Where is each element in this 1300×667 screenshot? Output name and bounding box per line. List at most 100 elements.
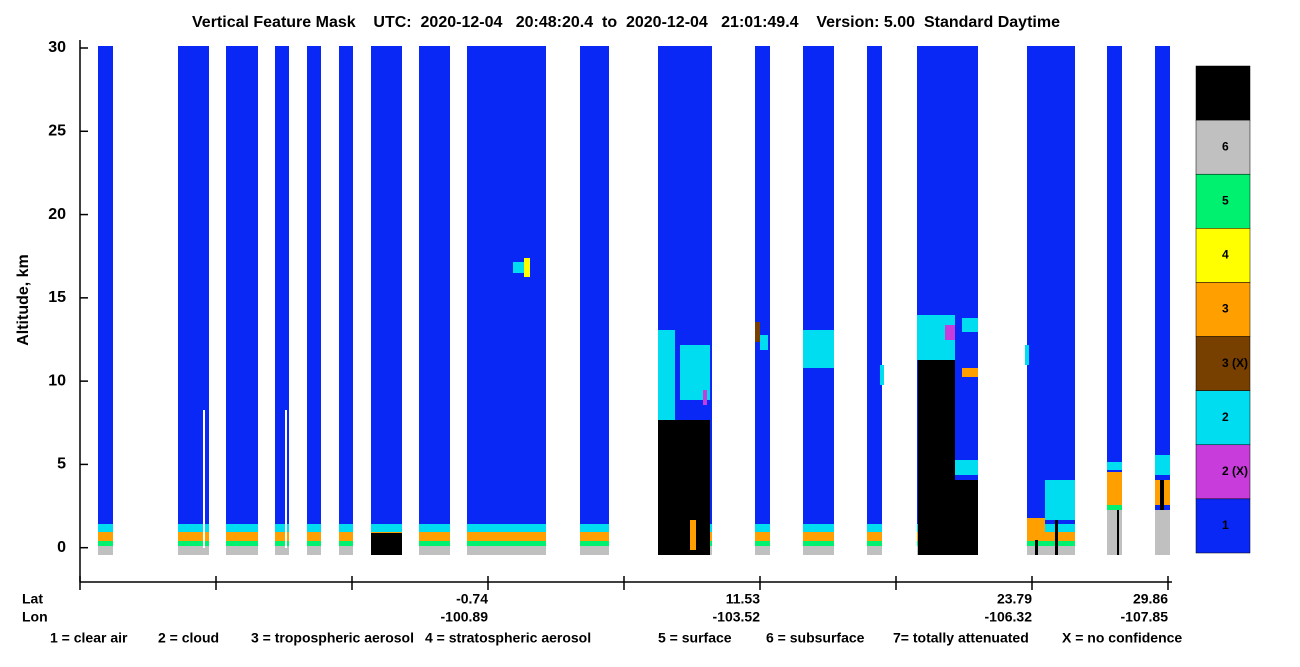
mask-cell	[98, 524, 113, 532]
y-tick-label: 5	[57, 456, 66, 473]
colorbar-label: 2	[1222, 410, 1229, 424]
mask-cell	[760, 335, 768, 350]
colorbar-swatch	[1195, 173, 1251, 229]
mask-cell	[226, 546, 258, 555]
mask-cell	[1160, 480, 1164, 510]
mask-cell	[307, 524, 321, 532]
mask-cell	[178, 524, 209, 532]
mask-cell	[467, 524, 546, 532]
mask-cell	[913, 46, 917, 555]
mask-cell	[580, 546, 609, 555]
feature-mask	[98, 46, 1170, 555]
mask-cell	[1027, 46, 1075, 548]
lat-row-label: Lat	[22, 591, 43, 607]
colorbar-label: 3	[1222, 302, 1229, 316]
mask-cell	[962, 318, 978, 332]
mask-cell	[178, 541, 209, 546]
mask-cell	[803, 541, 834, 546]
mask-cell	[867, 546, 882, 555]
legend-item: 2 = cloud	[158, 630, 219, 646]
mask-cell	[307, 532, 321, 541]
y-tick-label: 15	[48, 289, 66, 306]
mask-cell	[803, 330, 834, 368]
mask-cell	[918, 360, 955, 555]
mask-cell	[467, 541, 546, 546]
mask-cell	[307, 541, 321, 546]
lon-tick-label: -106.32	[985, 609, 1033, 625]
mask-cell	[226, 46, 258, 548]
mask-cell	[1155, 510, 1170, 555]
mask-cell	[98, 541, 113, 546]
mask-cell	[703, 390, 707, 405]
mask-cell	[1025, 345, 1029, 365]
mask-cell	[339, 546, 353, 555]
mask-cell	[339, 46, 353, 548]
mask-cell	[803, 532, 834, 541]
mask-cell	[755, 541, 770, 546]
mask-cell	[524, 258, 530, 277]
colorbar-swatch	[1195, 65, 1251, 121]
mask-cell	[580, 532, 609, 541]
legend-item: 1 = clear air	[50, 630, 128, 646]
colorbar-swatch	[1195, 444, 1251, 500]
mask-cell	[1027, 524, 1075, 532]
mask-cell	[226, 524, 258, 532]
mask-cell	[1117, 510, 1119, 555]
legend-item: 4 = stratospheric aerosol	[425, 630, 591, 646]
colorbar-label: 3 (X)	[1222, 356, 1248, 370]
mask-cell	[955, 480, 978, 555]
legend-item: 5 = surface	[658, 630, 732, 646]
mask-cell	[803, 524, 834, 532]
colorbar-label: 6	[1222, 139, 1229, 153]
mask-cell	[690, 520, 696, 550]
mask-cell	[1107, 472, 1122, 505]
colorbar-swatch	[1195, 282, 1251, 337]
colorbar-label: 7	[1222, 85, 1229, 99]
mask-cell	[755, 46, 770, 548]
mask-cell	[1055, 520, 1058, 555]
y-tick-label: 0	[57, 539, 66, 556]
mask-cell	[419, 541, 450, 546]
mask-cell	[467, 532, 546, 541]
mask-cell	[371, 524, 402, 532]
mask-cell	[371, 533, 402, 555]
mask-cell	[275, 546, 289, 555]
lat-tick-label: 23.79	[997, 591, 1032, 607]
mask-cell	[467, 46, 546, 548]
mask-cell	[226, 532, 258, 541]
mask-cell	[1107, 505, 1122, 510]
mask-cell	[1027, 518, 1045, 540]
mask-cell	[962, 368, 978, 377]
mask-cell	[755, 546, 770, 555]
mask-cell	[1107, 46, 1122, 548]
mask-cell	[419, 546, 450, 555]
mask-cell	[955, 460, 978, 475]
mask-cell	[307, 46, 321, 548]
mask-cell	[339, 532, 353, 541]
mask-cell	[867, 532, 882, 541]
mask-cell	[275, 524, 289, 532]
mask-cell	[580, 46, 609, 548]
mask-cell	[275, 532, 289, 541]
lon-tick-label: -107.85	[1121, 609, 1169, 625]
mask-cell	[467, 546, 546, 555]
mask-cell	[867, 46, 882, 548]
mask-cell	[1027, 546, 1075, 555]
colorbar-label: 4	[1222, 248, 1229, 262]
colorbar-swatch	[1195, 390, 1251, 446]
chart-title: Vertical Feature Mask UTC: 2020-12-04 20…	[192, 14, 1060, 31]
mask-cell	[203, 410, 205, 548]
mask-cell	[419, 524, 450, 532]
y-axis-label: Altitude, km	[15, 254, 32, 346]
y-tick-label: 25	[48, 123, 66, 140]
lat-tick-label: 29.86	[1133, 591, 1168, 607]
mask-cell	[1027, 541, 1075, 546]
mask-cell	[98, 532, 113, 541]
lat-tick-label: 11.53	[726, 591, 760, 607]
y-tick-label: 30	[48, 39, 66, 56]
mask-cell	[339, 524, 353, 532]
lon-tick-label: -103.52	[713, 609, 761, 625]
mask-cell	[1155, 46, 1170, 548]
mask-cell	[98, 46, 113, 548]
colorbar-swatch	[1195, 228, 1251, 283]
